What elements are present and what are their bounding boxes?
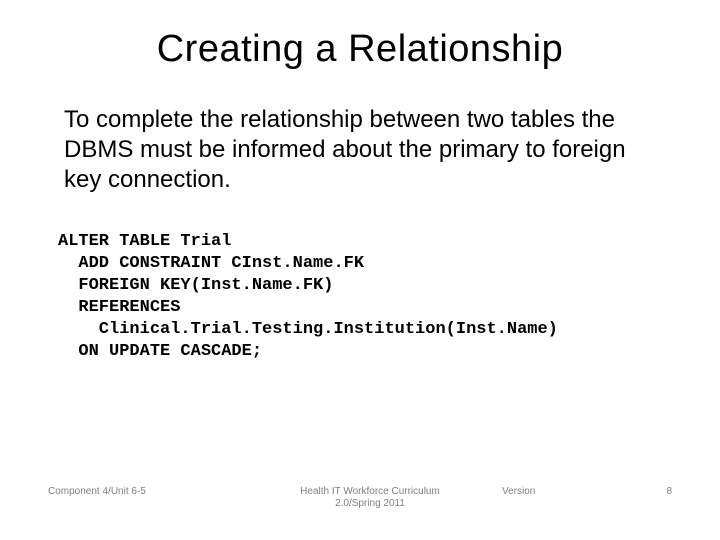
footer-page-number: 8 bbox=[612, 486, 672, 497]
code-line: ON UPDATE CASCADE; bbox=[58, 342, 262, 361]
footer-version: Version bbox=[492, 486, 612, 497]
slide: Creating a Relationship To complete the … bbox=[0, 0, 720, 540]
footer-left: Component 4/Unit 6-5 bbox=[48, 486, 248, 497]
code-line: ALTER TABLE Trial bbox=[58, 232, 231, 251]
footer: Component 4/Unit 6-5 Health IT Workforce… bbox=[0, 486, 720, 510]
code-line: ADD CONSTRAINT CInst.Name.FK bbox=[58, 254, 364, 273]
footer-center: Health IT Workforce Curriculum 2.0/Sprin… bbox=[280, 486, 460, 510]
footer-center-wrap: Health IT Workforce Curriculum 2.0/Sprin… bbox=[248, 486, 492, 510]
body-text: To complete the relationship between two… bbox=[50, 105, 670, 195]
slide-title: Creating a Relationship bbox=[50, 28, 670, 71]
code-line: Clinical.Trial.Testing.Institution(Inst.… bbox=[58, 320, 558, 339]
code-line: FOREIGN KEY(Inst.Name.FK) bbox=[58, 276, 333, 295]
code-block: ALTER TABLE Trial ADD CONSTRAINT CInst.N… bbox=[50, 231, 670, 364]
code-line: REFERENCES bbox=[58, 298, 180, 317]
